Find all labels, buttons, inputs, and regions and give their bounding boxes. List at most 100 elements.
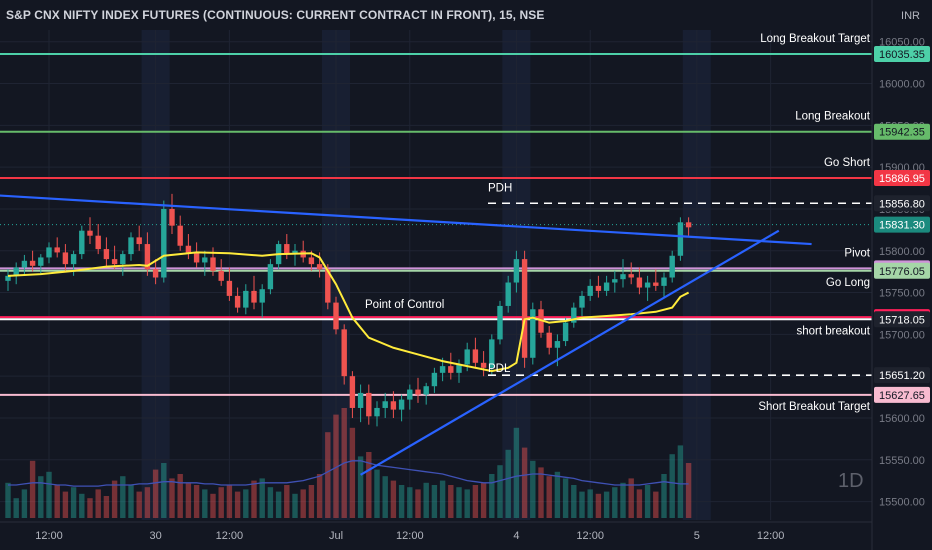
price-badge (874, 311, 930, 328)
volume-bar (382, 476, 388, 518)
candle-body (341, 329, 347, 377)
candle-body (480, 362, 487, 368)
level-label: Go Short (824, 157, 871, 169)
candle-body (382, 401, 388, 408)
level-label: Pivot (844, 247, 870, 259)
volume-bar (415, 489, 421, 518)
trendline-1 (360, 229, 780, 476)
candle-body (587, 285, 593, 296)
volume-bar (390, 480, 397, 518)
volume-bar (300, 489, 306, 518)
candle-body (415, 389, 421, 395)
volume-bar (489, 474, 495, 518)
volume-bar (595, 493, 602, 518)
volume-bar (456, 487, 462, 518)
volume-bar (685, 463, 692, 518)
volume-bar (677, 445, 684, 518)
volume-bar (497, 465, 503, 518)
level-label: Short Breakout Target (758, 401, 870, 413)
candle-body (603, 282, 610, 291)
candle-body (677, 222, 684, 256)
volume-bar (423, 482, 429, 518)
price-badge (874, 123, 930, 140)
volume-bar (62, 491, 69, 518)
time-tick-label: 12:00 (396, 530, 424, 542)
price-badge-label: 15856.80 (879, 198, 925, 210)
candle-body (226, 280, 233, 296)
volume-bar (95, 489, 101, 518)
volume-bar (243, 489, 249, 518)
candle-body (62, 252, 69, 265)
candle-body (644, 282, 651, 288)
candle-body (46, 247, 52, 258)
candle-body (111, 259, 118, 265)
volume-bar (366, 452, 372, 518)
time-tick-label: 4 (513, 530, 519, 542)
time-tick-label: 12:00 (757, 530, 785, 542)
price-badge-label: 15776.05 (879, 266, 925, 278)
timeframe-watermark: 1D (838, 470, 864, 492)
candle-body (144, 244, 151, 270)
candle-body (448, 366, 454, 373)
candle-body (136, 237, 142, 245)
level-lines (0, 52, 872, 396)
volume-bar (571, 485, 577, 518)
candle-body (95, 235, 101, 250)
volume-bar (284, 485, 290, 518)
volume-bar (505, 449, 511, 518)
candle-body (13, 267, 19, 276)
volume-bar (308, 485, 315, 518)
volume-bar (661, 474, 667, 518)
volume-bar (439, 480, 446, 518)
level-label: PDH (488, 182, 512, 194)
price-badge (874, 195, 930, 212)
price-badge-label: 15627.65 (879, 390, 925, 402)
candle-body (554, 341, 561, 348)
volume-bar (267, 487, 274, 518)
price-badge-label: 16035.35 (879, 49, 925, 61)
price-axis[interactable]: 16050.0016000.0015950.0015900.0015850.00… (871, 0, 930, 550)
candle-body (284, 244, 290, 255)
volume-bar (259, 478, 265, 518)
candle-body (530, 309, 536, 358)
candle-body (513, 259, 520, 283)
candle-body (505, 282, 511, 306)
price-badge-label: 15942.35 (879, 127, 925, 139)
candle-body (366, 392, 372, 417)
candle-body (202, 257, 208, 263)
candle-body (29, 260, 36, 266)
candle-body (349, 376, 356, 408)
candle-body (267, 264, 274, 290)
volume-bar (128, 485, 134, 518)
trendlines (0, 194, 812, 476)
price-tick-label: 15500.00 (879, 497, 925, 509)
candle-body (38, 257, 44, 266)
volume-bar (13, 498, 19, 518)
candle-body (333, 302, 339, 330)
candle-body (243, 290, 249, 308)
price-badge-label: 15831.30 (879, 220, 925, 232)
volume-moving-average (8, 460, 689, 487)
candle-body (218, 270, 224, 281)
volume-bar (136, 491, 142, 518)
time-axis[interactable]: 12:00 30 12:00 Jul 12:00 4 12:00 5 12:00 (0, 521, 872, 542)
volume-bar (431, 485, 438, 518)
price-tick-label: 15750.00 (879, 288, 925, 300)
candle-body (185, 245, 192, 253)
price-badge-label: 15886.95 (879, 173, 925, 185)
volume-bar (226, 485, 233, 518)
candle-body (5, 275, 11, 281)
level-label: PDL (488, 363, 511, 375)
level-label: Long Breakout Target (760, 33, 871, 45)
candle-body (169, 208, 175, 226)
candle-body (661, 277, 667, 286)
price-tick-label: 16000.00 (879, 79, 925, 91)
candle-body (398, 399, 405, 410)
candle-body (251, 290, 257, 303)
level-label: Go Long (826, 277, 870, 289)
currency-label: INR (901, 10, 920, 22)
volume-bar (653, 491, 659, 518)
volume-bar (407, 487, 413, 518)
candle-body (234, 295, 241, 308)
